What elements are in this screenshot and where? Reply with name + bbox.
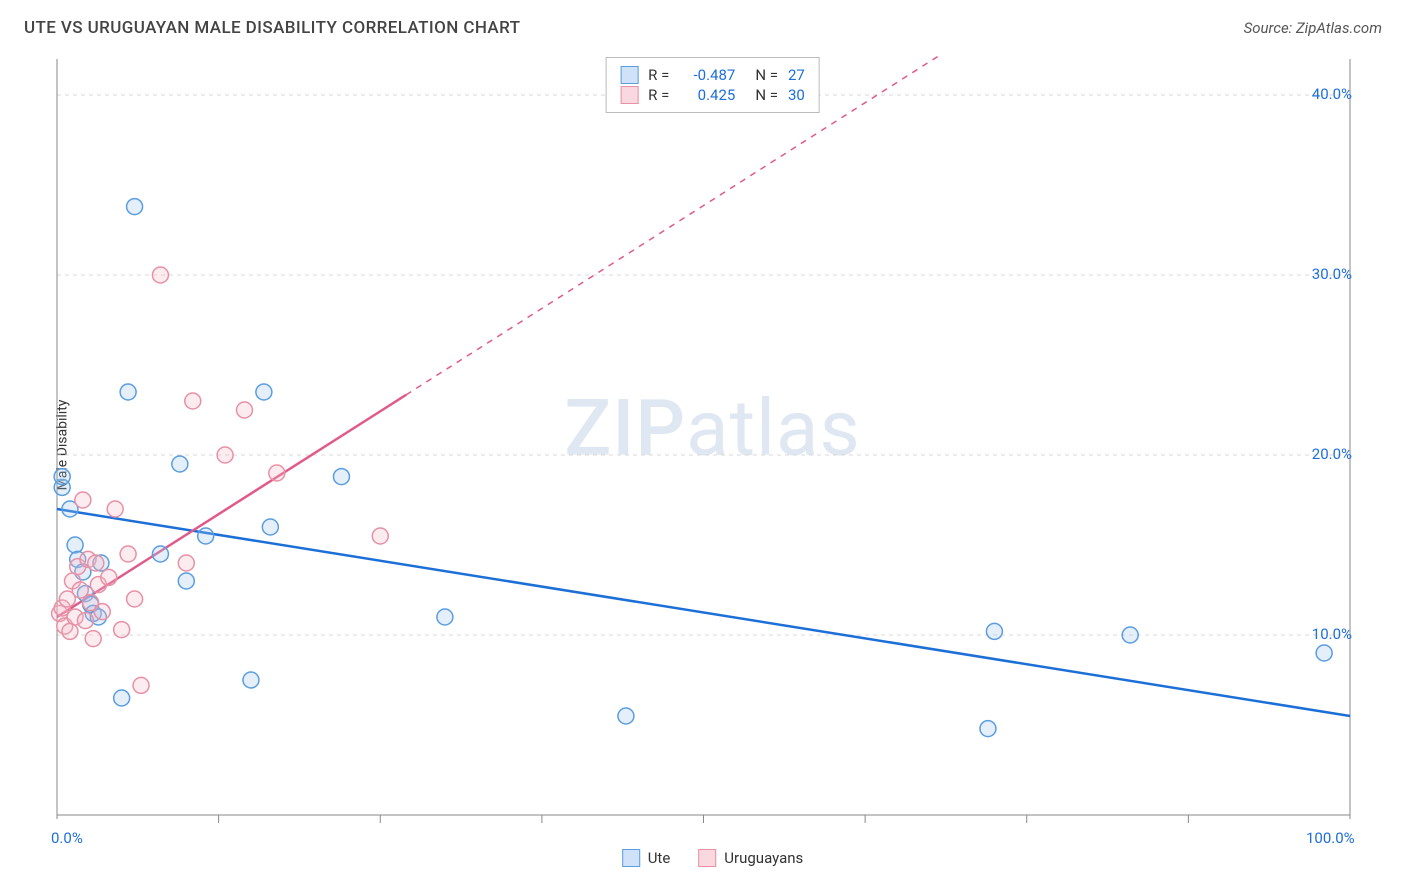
series-legend: Ute Uruguayans [622,849,804,867]
scatter-plot [45,55,1380,835]
stat-r-value: 0.425 [679,86,735,104]
series-swatch [622,849,640,867]
x-tick-label: 0.0% [51,829,83,847]
y-tick-label: 10.0% [1312,625,1352,643]
legend-label: Uruguayans [724,849,803,867]
stat-n-value: 27 [788,66,805,84]
stat-r-label: R = [648,66,669,84]
chart-source: Source: ZipAtlas.com [1244,19,1382,37]
stat-r-value: -0.487 [679,66,735,84]
stat-r-label: R = [648,86,669,104]
chart-title: UTE VS URUGUAYAN MALE DISABILITY CORRELA… [24,18,520,38]
chart-area: Male Disability ZIPatlas R =-0.487N =27R… [45,55,1380,835]
legend-item: Ute [622,849,671,867]
y-tick-label: 40.0% [1312,85,1352,103]
chart-header: UTE VS URUGUAYAN MALE DISABILITY CORRELA… [0,0,1406,46]
series-swatch [620,66,638,84]
stat-n-value: 30 [788,86,805,104]
y-tick-label: 30.0% [1312,265,1352,283]
stat-n-label: N = [755,66,778,84]
legend-item: Uruguayans [698,849,803,867]
x-tick-label: 100.0% [1306,829,1355,847]
legend-label: Ute [648,849,671,867]
stats-legend-box: R = -0.487 N = 27 R = 0.425 N = 30 [605,57,820,113]
stats-row: R = -0.487 N = 27 [620,66,805,84]
stats-row: R = 0.425 N = 30 [620,86,805,104]
series-swatch [698,849,716,867]
series-swatch [620,86,638,104]
stat-n-label: N = [755,86,778,104]
y-tick-label: 20.0% [1312,445,1352,463]
